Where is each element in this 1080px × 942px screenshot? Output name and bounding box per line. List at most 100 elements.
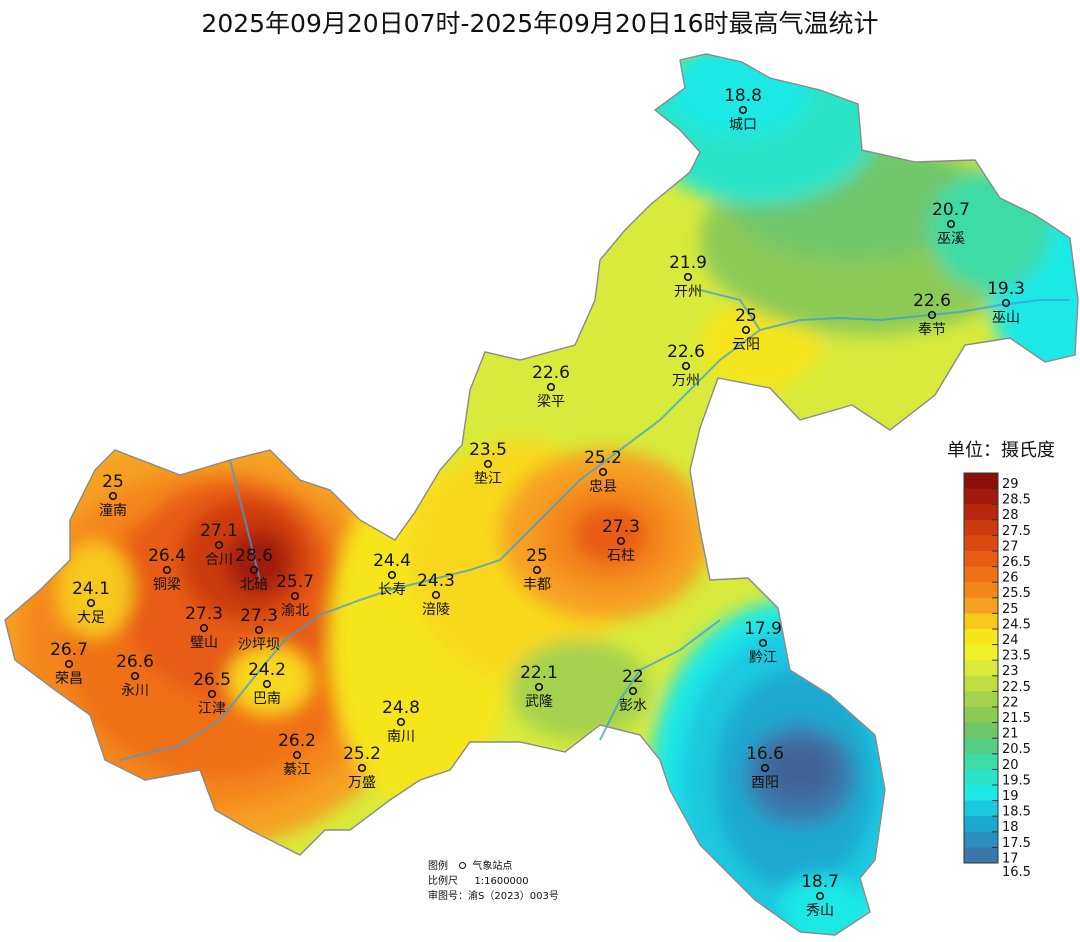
legend-label: 25 <box>1002 602 1019 617</box>
station-marker-icon <box>946 219 956 229</box>
station-26: 26.2 綦江 <box>278 731 316 778</box>
legend-swatch <box>964 785 998 802</box>
footer-approval: 审图号：渝S（2023）003号 <box>428 891 559 902</box>
station-name: 长寿 <box>378 581 406 598</box>
legend-swatch <box>964 613 998 630</box>
station-24: 24.2 巴南 <box>248 660 286 707</box>
station-name: 渝北 <box>281 603 309 619</box>
station-marker-icon <box>598 467 608 477</box>
legend-label: 16.5 <box>1002 865 1031 880</box>
station-name: 忠县 <box>589 479 617 495</box>
unit-label: 单位：摄氏度 <box>947 440 1055 461</box>
legend-swatch <box>964 551 998 568</box>
station-name: 沙坪坝 <box>238 637 280 653</box>
station-5: 25 云阳 <box>732 306 760 353</box>
legend-swatch <box>964 707 998 724</box>
station-value: 25.7 <box>276 572 314 592</box>
legend-label: 28.5 <box>1002 493 1031 508</box>
footer-legend-label: 图例 <box>428 861 448 872</box>
legend-swatch <box>964 847 998 864</box>
station-marker-icon <box>483 459 493 469</box>
station-value: 27.3 <box>185 604 223 624</box>
station-name: 巫溪 <box>937 231 965 247</box>
station-marker-icon <box>162 565 172 575</box>
station-29: 22.1 武隆 <box>520 663 558 710</box>
station-33: 18.7 秀山 <box>801 872 839 919</box>
station-10: 27.3 石柱 <box>602 517 640 564</box>
legend-swatch <box>964 738 998 755</box>
station-name: 奉节 <box>918 322 946 338</box>
station-name: 武隆 <box>525 694 553 710</box>
station-name: 丰都 <box>523 577 551 593</box>
station-7: 22.6 梁平 <box>532 363 570 410</box>
station-25: 26.5 江津 <box>193 670 231 717</box>
station-name: 云阳 <box>732 337 760 353</box>
station-value: 25 <box>102 472 124 492</box>
footer-scale-value: 1:1600000 <box>474 876 529 887</box>
legend-label: 18.5 <box>1002 805 1031 820</box>
station-value: 25.2 <box>343 744 381 764</box>
station-name: 北碚 <box>240 577 268 593</box>
legend-label: 24.5 <box>1002 617 1031 632</box>
legend-label: 17 <box>1002 851 1019 866</box>
station-value: 16.6 <box>746 744 784 764</box>
station-value: 26.4 <box>148 546 186 566</box>
station-value: 25.2 <box>584 448 622 468</box>
station-marker-icon <box>64 659 74 669</box>
station-value: 26.2 <box>278 731 316 751</box>
station-marker-icon <box>292 750 302 760</box>
station-16: 26.4 铜梁 <box>148 546 186 593</box>
station-value: 20.7 <box>932 200 970 220</box>
station-marker-icon <box>546 382 556 392</box>
station-marker-icon <box>760 763 770 773</box>
station-marker-icon <box>815 891 825 901</box>
station-name: 潼南 <box>99 502 127 519</box>
station-marker-icon <box>262 679 272 689</box>
station-marker-icon <box>108 491 118 501</box>
legend-label: 28 <box>1002 508 1019 523</box>
station-name: 石柱 <box>607 548 635 564</box>
legend-swatch <box>964 691 998 708</box>
station-value: 22.6 <box>532 363 570 383</box>
station-marker-icon <box>681 361 691 371</box>
station-name: 巴南 <box>253 691 281 707</box>
station-value: 27.1 <box>200 521 238 541</box>
station-marker-icon <box>616 536 626 546</box>
legend-label: 22.5 <box>1002 680 1031 695</box>
station-value: 28.6 <box>235 546 273 566</box>
station-27: 24.8 南川 <box>382 698 420 745</box>
station-name: 城口 <box>729 117 757 133</box>
river-lines <box>119 289 1070 761</box>
station-name: 万盛 <box>348 775 376 791</box>
footer-scale-label: 比例尺 <box>428 876 458 887</box>
station-name: 涪陵 <box>422 602 450 618</box>
station-name: 梁平 <box>537 394 565 410</box>
station-value: 24.2 <box>248 660 286 680</box>
station-8: 23.5 垫江 <box>469 440 507 487</box>
station-marker-icon <box>214 540 224 550</box>
station-name: 璧山 <box>190 634 218 651</box>
legend-label: 25.5 <box>1002 586 1031 601</box>
station-value: 27.3 <box>602 517 640 537</box>
station-name: 巫山 <box>992 310 1020 326</box>
station-4: 22.6 奉节 <box>913 291 951 338</box>
legend-swatch <box>964 504 998 521</box>
station-22: 26.7 荣昌 <box>50 640 88 687</box>
station-value: 26.5 <box>193 670 231 690</box>
station-marker-icon <box>86 598 96 608</box>
station-value: 24.1 <box>72 579 110 599</box>
station-name: 荣昌 <box>55 671 83 687</box>
station-23: 26.6 永川 <box>116 652 154 699</box>
station-value: 25 <box>735 306 757 326</box>
station-13: 24.3 涪陵 <box>417 571 455 618</box>
station-marker-icon <box>130 671 140 681</box>
legend-label: 21 <box>1002 727 1019 742</box>
color-legend: 2928.52827.52726.52625.52524.52423.52322… <box>963 472 1031 880</box>
station-19: 24.1 大足 <box>72 579 110 626</box>
station-value: 22.6 <box>913 291 951 311</box>
station-name: 垫江 <box>474 471 502 487</box>
legend-label: 26 <box>1002 571 1019 586</box>
station-marker-icon <box>1001 298 1011 308</box>
station-marker-icon <box>741 325 751 335</box>
station-name: 合川 <box>205 552 233 568</box>
